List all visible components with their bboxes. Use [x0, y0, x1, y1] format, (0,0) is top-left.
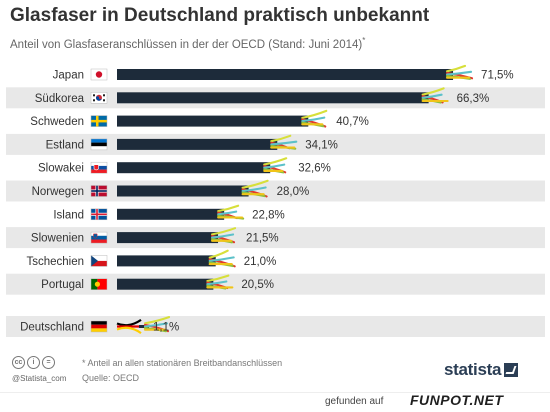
category-label: Slowenien: [31, 233, 84, 245]
fiber-ends: [446, 64, 474, 80]
category-label: Südkorea: [35, 93, 85, 105]
watermark-strip: [0, 392, 550, 412]
bar: [117, 115, 309, 127]
norway-flag-icon: [90, 185, 108, 197]
value-label: 40,7%: [336, 116, 369, 128]
category-label: Slowakei: [38, 163, 84, 175]
bar-chart: Japan 71,5% Südkorea 66,3% Schweden 40,7% Estl…: [6, 64, 545, 337]
subtitle-marker: *: [362, 36, 366, 45]
source-note: Quelle: OECD: [82, 373, 140, 383]
fiber-ends: [263, 157, 288, 174]
estonia-flag-icon: [90, 138, 108, 151]
fiber-ends: [270, 134, 298, 150]
value-label: 21,0%: [244, 256, 277, 268]
value-label: 28,0%: [277, 186, 310, 198]
fiber-ends: [206, 274, 234, 290]
category-label: Deutschland: [20, 322, 84, 334]
statista-logo-icon: [504, 363, 519, 377]
category-label: Estland: [46, 139, 84, 151]
japan-flag-icon: [90, 68, 108, 81]
funpot-logo[interactable]: FUNPOT.NET: [410, 392, 504, 408]
bar-row: Estland 34,1%: [6, 133, 545, 155]
bar-row: Südkorea 66,3%: [6, 87, 545, 109]
row-band: [6, 180, 545, 202]
slovakia-flag-icon: [90, 161, 108, 174]
bar: [117, 255, 216, 267]
bar: [117, 138, 278, 150]
value-label: 22,8%: [252, 209, 285, 221]
statista-handle: @Statista_com: [12, 374, 67, 383]
row-band: [6, 273, 545, 295]
bar: [117, 162, 271, 174]
watermark-text: gefunden auf: [325, 396, 384, 407]
category-label: Norwegen: [32, 186, 84, 198]
category-label: Schweden: [30, 116, 84, 128]
bar-row: Japan 71,5%: [53, 64, 514, 82]
fiber-ends: [211, 227, 237, 244]
germany-flag-icon: [90, 320, 108, 333]
iceland-flag-icon: [90, 208, 108, 221]
bar: [117, 232, 219, 244]
cc-license-icons: cc i =: [12, 356, 55, 369]
bar: [117, 92, 429, 104]
portugal-flag-icon: [90, 278, 108, 290]
value-label: 21,5%: [246, 233, 279, 245]
nd-icon: =: [42, 356, 55, 369]
bar-row: Schweden 40,7%: [30, 109, 369, 128]
fiber-ends: [143, 316, 171, 333]
bar: [117, 69, 454, 80]
bar-row: Slowenien 21,5%: [6, 227, 545, 249]
cc-icon: cc: [12, 356, 25, 369]
subtitle-text: Anteil von Glasfaseranschlüssen in der d…: [10, 38, 363, 51]
value-label: 20,5%: [241, 279, 274, 291]
fiber-ends: [217, 204, 245, 220]
bar-row: Deutschland 1,1%: [6, 316, 545, 337]
fiber-ends: [301, 109, 328, 128]
statista-logo-text: statista: [444, 360, 502, 379]
row-band: [6, 316, 545, 337]
slovenia-flag-icon: [90, 231, 108, 244]
bar-row: Island 22,8%: [53, 204, 285, 221]
value-label: 1,1%: [153, 322, 179, 334]
fiber-ends: [208, 249, 236, 268]
category-label: Portugal: [41, 279, 84, 291]
statista-logo[interactable]: statista: [444, 360, 519, 380]
sweden-flag-icon: [90, 115, 108, 127]
bar: [117, 278, 214, 290]
chart-subtitle: Anteil von Glasfaseranschlüssen in der d…: [10, 36, 365, 51]
bar-row: Portugal 20,5%: [6, 273, 545, 295]
value-label: 32,6%: [298, 163, 331, 175]
bar-row: Norwegen 28,0%: [6, 179, 545, 202]
fiber-ends: [241, 179, 269, 198]
czech-flag-icon: [90, 255, 108, 267]
value-label: 66,3%: [457, 93, 490, 105]
category-label: Island: [53, 209, 84, 221]
category-label: Tschechien: [26, 256, 84, 268]
by-icon: i: [27, 356, 40, 369]
bar-row: Tschechien 21,0%: [26, 249, 277, 268]
chart-title: Glasfaser in Deutschland praktisch unbek…: [10, 5, 430, 26]
category-label: Japan: [53, 70, 84, 82]
bar: [117, 185, 249, 197]
south-korea-flag-icon: [90, 92, 108, 104]
bar-row: Slowakei 32,6%: [38, 157, 331, 175]
bar: [117, 208, 225, 220]
value-label: 71,5%: [481, 70, 514, 82]
footnote: * Anteil an allen stationären Breitbanda…: [82, 358, 283, 368]
value-label: 34,1%: [305, 139, 338, 151]
fiber-ends: [421, 87, 449, 104]
